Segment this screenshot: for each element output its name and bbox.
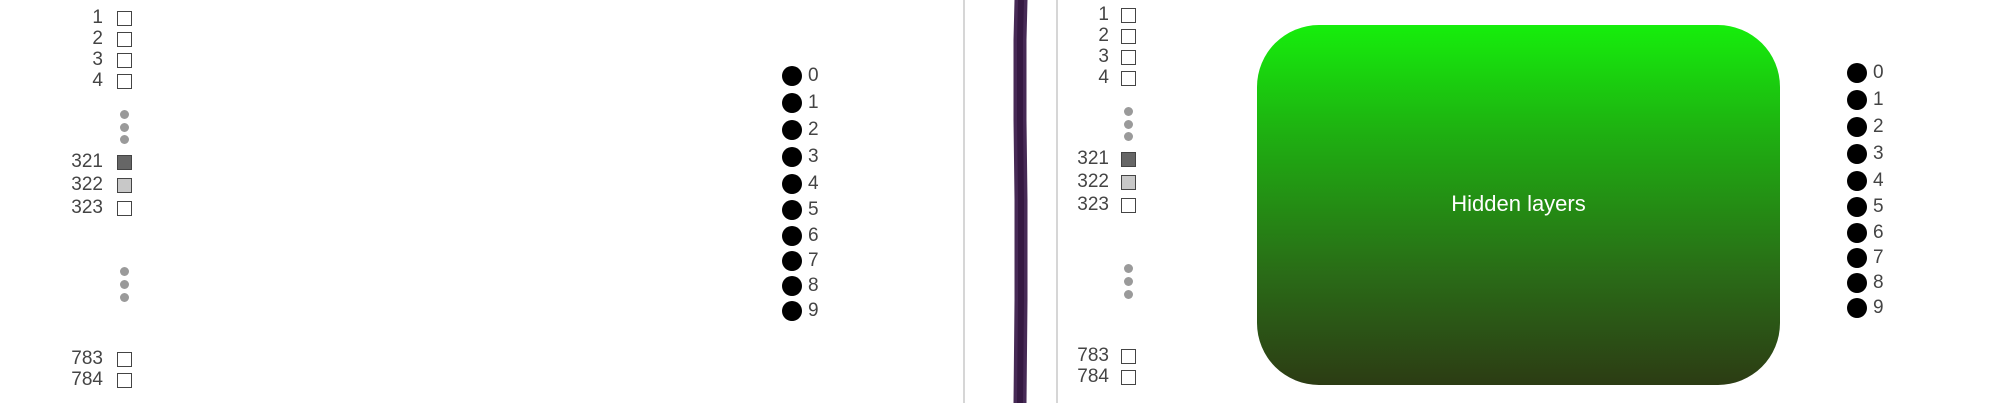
- output-node: [1847, 197, 1867, 217]
- output-node-label: 7: [808, 250, 819, 271]
- input-hidden-output-panel-right: Hidden layers 1 2 3 4 321 322 323 783 784 0 1 2 3 4 5 6…: [1058, 0, 2000, 403]
- input-node-box: [1121, 198, 1136, 213]
- ellipsis-dot: [120, 267, 129, 276]
- input-node-label: 322: [71, 174, 103, 195]
- input-node-box: [1121, 370, 1136, 385]
- output-node-label: 2: [808, 119, 819, 140]
- output-node-label: 6: [1873, 222, 1884, 243]
- input-node-box: [117, 201, 132, 216]
- ellipsis-dot: [1124, 132, 1133, 141]
- input-node-box: [117, 155, 132, 170]
- separator-line: [1056, 0, 1058, 403]
- input-node-box: [117, 373, 132, 388]
- output-node: [782, 147, 802, 167]
- output-node-label: 4: [808, 173, 819, 194]
- output-node: [1847, 117, 1867, 137]
- ellipsis-dot: [120, 293, 129, 302]
- input-node-box: [117, 178, 132, 193]
- input-node-box: [1121, 175, 1136, 190]
- input-node-label: 323: [71, 197, 103, 218]
- input-node-label: 321: [71, 151, 103, 172]
- input-node-label: 4: [92, 70, 103, 91]
- ellipsis-dot: [1124, 107, 1133, 116]
- output-node-label: 4: [1873, 170, 1884, 191]
- output-node: [782, 200, 802, 220]
- ellipsis-dot: [120, 123, 129, 132]
- output-node-label: 5: [1873, 196, 1884, 217]
- output-node-label: 6: [808, 225, 819, 246]
- ellipsis-dot: [120, 110, 129, 119]
- ellipsis-dot: [1124, 120, 1133, 129]
- input-node-box: [1121, 152, 1136, 167]
- output-node-label: 3: [808, 146, 819, 167]
- input-node-label: 4: [1098, 67, 1109, 88]
- output-node-label: 1: [808, 92, 819, 113]
- output-node-label: 8: [1873, 272, 1884, 293]
- input-node-label: 323: [1077, 194, 1109, 215]
- output-node-label: 0: [1873, 62, 1884, 83]
- output-node: [782, 66, 802, 86]
- hidden-layers-box: Hidden layers: [1257, 25, 1780, 385]
- input-node-label: 3: [92, 49, 103, 70]
- input-node-box: [117, 53, 132, 68]
- output-node: [782, 301, 802, 321]
- input-node-box: [117, 352, 132, 367]
- output-node: [1847, 63, 1867, 83]
- output-node: [782, 226, 802, 246]
- input-node-label: 3: [1098, 46, 1109, 67]
- input-node-label: 322: [1077, 171, 1109, 192]
- output-node-label: 1: [1873, 89, 1884, 110]
- input-node-label: 2: [92, 28, 103, 49]
- output-node: [1847, 248, 1867, 268]
- output-node-label: 0: [808, 65, 819, 86]
- output-node-label: 2: [1873, 116, 1884, 137]
- output-node: [782, 174, 802, 194]
- input-node-box: [1121, 29, 1136, 44]
- input-node-label: 2: [1098, 25, 1109, 46]
- output-node: [1847, 90, 1867, 110]
- output-node-label: 9: [808, 300, 819, 321]
- input-node-box: [1121, 349, 1136, 364]
- output-node: [782, 276, 802, 296]
- ellipsis-dot: [1124, 290, 1133, 299]
- output-node: [1847, 144, 1867, 164]
- output-node: [1847, 223, 1867, 243]
- input-node-label: 1: [1098, 4, 1109, 25]
- input-node-label: 784: [71, 369, 103, 390]
- output-node-label: 3: [1873, 143, 1884, 164]
- input-node-box: [117, 32, 132, 47]
- output-node-label: 7: [1873, 247, 1884, 268]
- input-node-label: 321: [1077, 148, 1109, 169]
- output-node: [782, 93, 802, 113]
- ellipsis-dot: [1124, 277, 1133, 286]
- output-node: [1847, 273, 1867, 293]
- input-node-box: [1121, 8, 1136, 23]
- input-node-label: 783: [71, 348, 103, 369]
- input-node-box: [117, 11, 132, 26]
- ellipsis-dot: [120, 135, 129, 144]
- input-node-box: [117, 74, 132, 89]
- output-node-label: 8: [808, 275, 819, 296]
- input-node-label: 1: [92, 7, 103, 28]
- output-node: [1847, 171, 1867, 191]
- vertical-stroke: [1008, 0, 1036, 403]
- input-node-label: 784: [1077, 366, 1109, 387]
- output-node-label: 5: [808, 199, 819, 220]
- input-node-label: 783: [1077, 345, 1109, 366]
- input-output-panel-left: 1 2 3 4 321 322 323 783 784 0 1 2 3 4 5 6 7 8 9: [0, 0, 964, 403]
- hidden-layers-label: Hidden layers: [1451, 191, 1586, 216]
- ellipsis-dot: [1124, 264, 1133, 273]
- separator-line: [963, 0, 965, 403]
- output-node: [782, 251, 802, 271]
- input-node-box: [1121, 71, 1136, 86]
- output-node: [782, 120, 802, 140]
- ellipsis-dot: [120, 280, 129, 289]
- input-node-box: [1121, 50, 1136, 65]
- output-node-label: 9: [1873, 297, 1884, 318]
- output-node: [1847, 298, 1867, 318]
